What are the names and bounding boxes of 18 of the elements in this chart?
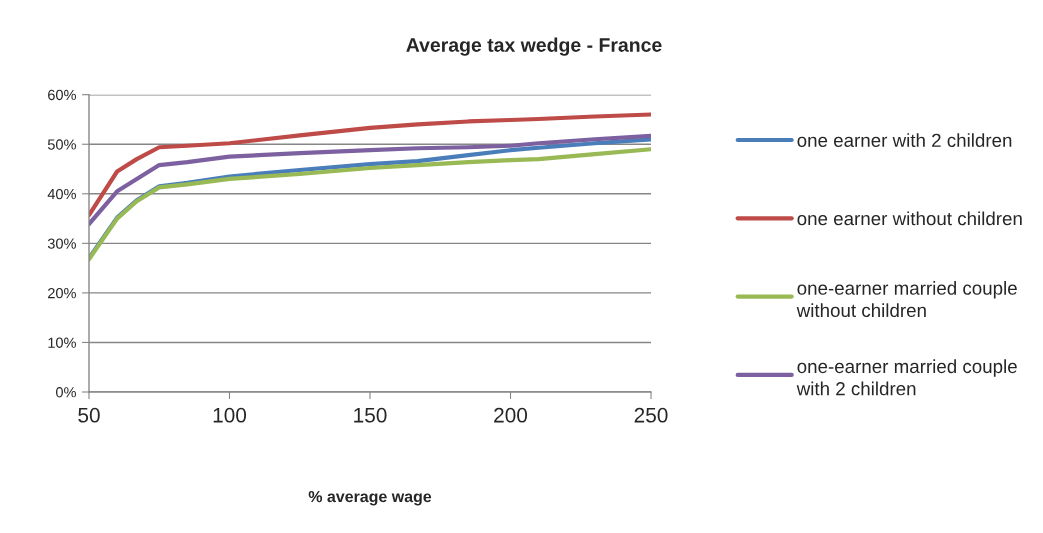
y-tick-label: 30%: [47, 238, 76, 249]
y-tick-label: 20%: [48, 288, 76, 299]
y-tick-label: 50%: [47, 139, 76, 150]
x-tick-label: 250: [634, 407, 668, 423]
y-tick-label: 10%: [48, 337, 76, 348]
y-tick-label: 60%: [48, 89, 76, 101]
y-tick-label: 40%: [47, 188, 76, 200]
legend-label: one-earner married couple with 2 children: [796, 359, 1017, 396]
legend-label: one earner without children: [797, 211, 1022, 226]
x-tick-label: 100: [213, 407, 247, 423]
legend-label: one earner with 2 children: [797, 133, 1012, 147]
x-tick-label: 50: [78, 407, 100, 423]
chart-title: Average tax wedge - France: [406, 37, 662, 56]
legend-label: one-earner married couple without children: [796, 281, 1017, 318]
y-tick-label: 0%: [55, 387, 76, 398]
x-axis-title: % average wage: [308, 490, 432, 506]
x-tick-label: 150: [354, 407, 387, 423]
x-tick-label: 200: [494, 407, 528, 423]
